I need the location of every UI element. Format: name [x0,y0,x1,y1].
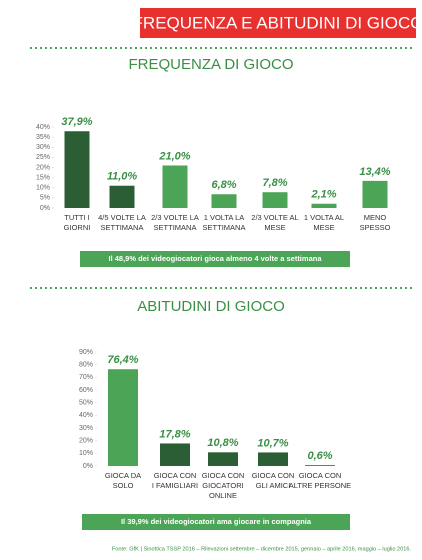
y-tick-label: 10% [79,450,93,457]
bar [258,452,288,466]
bar [108,369,138,466]
bar [362,180,388,208]
x-tick-label: 4/5 VOLTE LA [98,213,146,222]
x-tick-label: 1 VOLTA LA [204,213,245,222]
value-label: 17,8% [159,428,190,440]
x-tick-label: GIOCA CON [299,471,342,480]
x-tick-label: I FAMIGLIARI [152,481,198,490]
value-label: 13,4% [359,166,390,178]
y-tick-label: 30% [79,425,93,432]
header-title: FREQUENZA E ABITUDINI DI GIOCO [133,13,422,32]
value-label: 76,4% [107,354,138,366]
y-tick-label: 30% [36,144,50,151]
y-tick-label: 50% [79,400,93,407]
x-tick-label: 1 VOLTA AL [304,213,344,222]
y-tick-label: 70% [79,374,93,381]
y-tick-label: 80% [79,362,93,369]
y-tick-label: 90% [79,349,93,356]
value-label: 7,8% [262,177,287,189]
x-tick-label: SOLO [113,481,134,490]
y-tick-label: 25% [36,154,50,161]
y-tick-label: 20% [36,164,50,171]
source: Fonte: GfK | Sinottica TSSP 2016 – Rilev… [112,546,412,552]
x-tick-label: ALTRE PERSONE [289,481,351,490]
y-tick-label: 40% [79,412,93,419]
x-tick-label: MESE [264,223,285,232]
bar [208,452,238,466]
bar [311,203,337,208]
bar [64,131,90,208]
note-band [80,251,350,267]
value-label: 10,7% [257,437,288,449]
chart-title: ABITUDINI DI GIOCO [137,298,285,315]
x-tick-label: SETTIMANA [203,223,246,232]
value-label: 11,0% [107,171,138,183]
x-tick-label: GIOCA CON [154,471,197,480]
x-tick-label: SETTIMANA [101,223,144,232]
x-tick-label: GIOCA CON [202,471,245,480]
bar [162,165,188,208]
x-tick-label: TUTTI I [64,213,89,222]
x-tick-label: SPESSO [360,223,391,232]
bar [109,185,135,208]
x-tick-label: GIOCA DA [105,471,141,480]
note: Il 39,9% dei videogiocatori ama giocare … [121,517,312,526]
bar [211,194,237,208]
value-label: 37,9% [61,116,92,128]
bar [262,192,288,208]
x-tick-label: MENO [364,213,387,222]
x-tick-label: MESE [313,223,334,232]
note-band [82,514,350,530]
x-tick-label: GIOCA CON [252,471,295,480]
y-tick-label: 60% [79,387,93,394]
bar [305,465,335,466]
value-label: 10,8% [207,437,238,449]
y-tick-label: 40% [36,124,50,131]
x-tick-label: SETTIMANA [154,223,197,232]
header-band [140,8,416,38]
chart-title: FREQUENZA DI GIOCO [128,56,293,73]
note: Il 48,9% dei videogiocatori gioca almeno… [109,254,323,263]
y-tick-label: 10% [36,185,50,192]
x-tick-label: 2/3 VOLTE LA [151,213,199,222]
y-tick-label: 15% [36,174,50,181]
value-label: 2,1% [310,189,336,201]
value-label: 6,8% [211,179,236,191]
bar [160,443,190,466]
y-tick-label: 20% [79,438,93,445]
y-tick-label: 35% [36,134,50,141]
x-tick-label: GLI AMICI [256,481,291,490]
value-label: 0,6% [307,450,332,462]
x-tick-label: GIORNI [64,223,91,232]
x-tick-label: 2/3 VOLTE AL [251,213,298,222]
y-tick-label: 0% [40,205,50,212]
y-tick-label: 5% [40,195,50,202]
y-tick-label: 0% [83,463,93,470]
x-tick-label: ONLINE [209,491,237,500]
x-tick-label: GIOCATORI [202,481,243,490]
value-label: 21,0% [158,150,190,162]
